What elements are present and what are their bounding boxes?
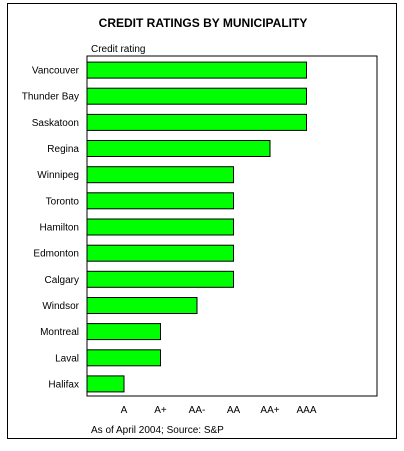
bar-montreal [86,323,161,341]
bar-edmonton [86,244,234,262]
chart-frame [7,3,397,439]
bar-halifax [86,375,125,393]
category-label: Halifax [48,379,79,390]
rating-tick-label: AA- [189,405,206,416]
category-label: Hamilton [40,223,79,234]
rating-tick-label: AA [227,405,241,416]
bar-saskatoon [86,113,307,131]
chart-title: CREDIT RATINGS BY MUNICIPALITY [99,16,308,30]
rating-tick-label: AA+ [260,405,279,416]
category-label: Montreal [40,327,79,338]
bar-thunder-bay [86,87,307,105]
category-label: Edmonton [33,249,79,260]
category-label: Laval [55,353,79,364]
category-label: Windsor [42,301,79,312]
category-label: Calgary [45,275,79,286]
bar-regina [86,140,271,157]
source-note: As of April 2004; Source: S&P [91,425,224,436]
bar-winnipeg [86,166,234,184]
bar-toronto [86,192,234,210]
bar-laval [86,349,161,367]
category-label: Toronto [46,196,80,207]
category-label: Vancouver [32,66,80,77]
category-label: Winnipeg [37,170,79,181]
category-label: Regina [47,144,79,155]
bar-calgary [86,270,234,288]
rating-tick-label: A+ [154,405,167,416]
category-label: Saskatoon [32,118,79,129]
category-label: Thunder Bay [22,92,79,103]
bar-vancouver [86,61,307,79]
bar-hamilton [86,218,234,236]
bar-windsor [86,297,198,314]
axis-caption: Credit rating [91,44,145,55]
rating-tick-label: AAA [296,405,316,416]
rating-tick-label: A [121,405,128,416]
